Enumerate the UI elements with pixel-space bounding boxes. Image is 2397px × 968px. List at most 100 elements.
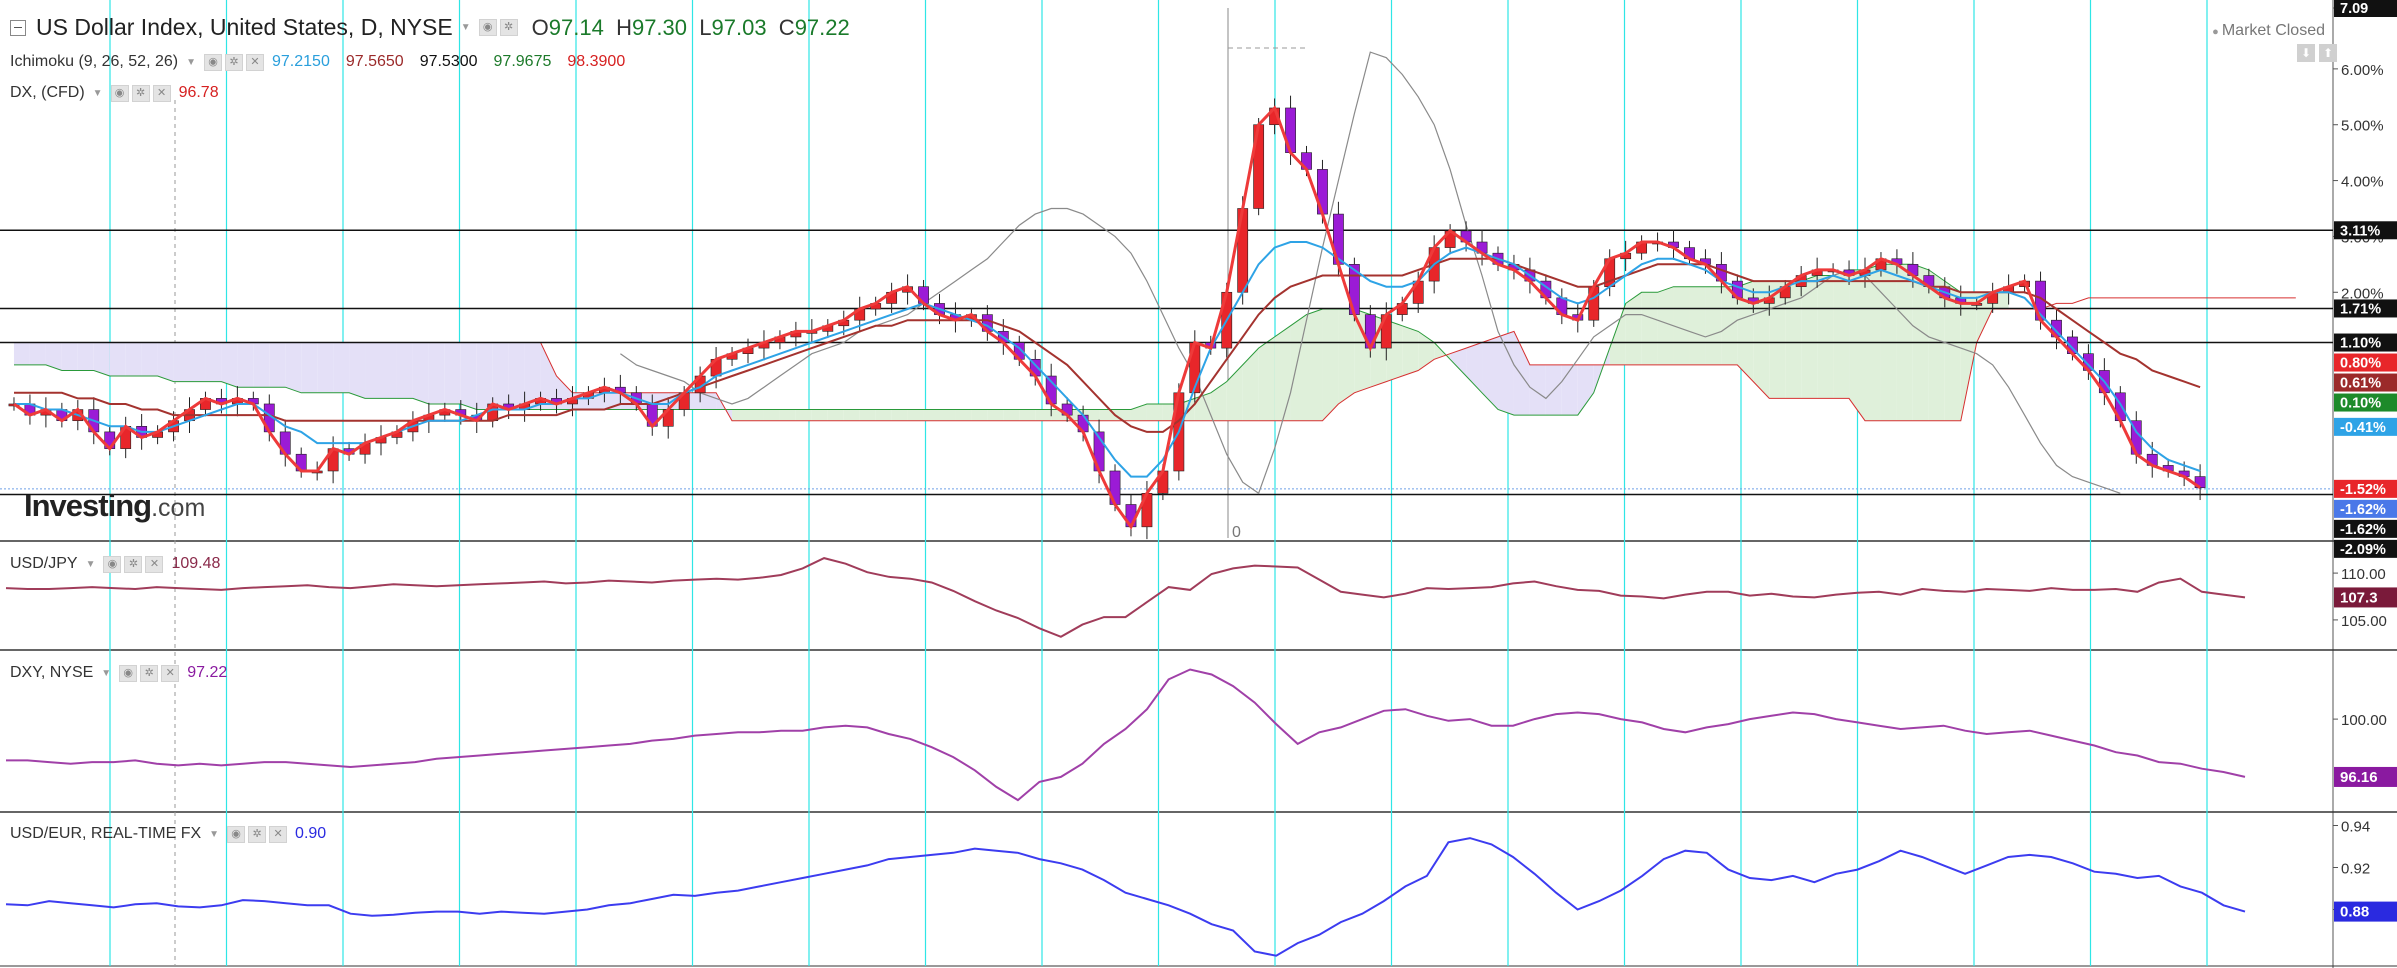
market-status: Market Closed — [2212, 22, 2325, 40]
collapse-icon[interactable] — [10, 19, 26, 36]
scroll-up-icon[interactable]: ⬆ — [2319, 44, 2337, 62]
price-scale-label-bg — [2334, 0, 2397, 17]
ichimoku-cloud-segment — [732, 409, 749, 421]
close-icon[interactable]: ✕ — [152, 84, 171, 102]
usdjpy-line — [5, 557, 2246, 638]
ichimoku-cloud-segment — [1657, 286, 1674, 365]
investing-logo: Investing.com — [24, 488, 205, 524]
symbol-title[interactable]: US Dollar Index, United States, D, NYSE — [36, 14, 453, 40]
ichimoku-cloud-segment — [109, 342, 126, 377]
usdeur-scale-label-text: 0.88 — [2340, 904, 2369, 921]
price-scale-label: -1.62% — [2334, 499, 2397, 518]
usdjpy-label[interactable]: USD/JPY — [10, 555, 78, 572]
ichimoku-cloud-segment — [1561, 364, 1578, 416]
ichimoku-cloud-segment — [1418, 331, 1435, 371]
chevron-down-icon[interactable]: ▼ — [85, 558, 96, 570]
ichimoku-cloud-segment — [157, 342, 174, 382]
ichimoku-cloud-segment — [1130, 403, 1147, 421]
price-scale-label: -0.41% — [2334, 417, 2397, 436]
ichimoku-cloud-segment — [1019, 409, 1036, 421]
ichimoku-cloud-segment — [1785, 281, 1802, 399]
price-scale-label: 0.61% — [2334, 373, 2397, 392]
gear-icon[interactable]: ✲ — [124, 555, 143, 573]
ichimoku-cloud-segment — [1529, 364, 1546, 416]
price-tick-label: 4.00% — [2341, 174, 2384, 191]
chevron-down-icon[interactable]: ▼ — [209, 828, 220, 840]
ichimoku-values: 97.2150 97.5650 97.5300 97.9675 98.3900 — [272, 53, 625, 71]
ichimoku-cloud-segment — [77, 342, 94, 371]
close-icon[interactable]: ✕ — [246, 53, 264, 71]
scroll-down-icon[interactable]: ⬇ — [2297, 44, 2315, 62]
ichimoku-cloud-segment — [524, 342, 541, 410]
close-icon[interactable]: ✕ — [161, 664, 180, 682]
price-tick-label: 2.00% — [2341, 285, 2384, 302]
ichimoku-cloud-segment — [269, 342, 286, 388]
ichimoku-cloud-segment — [301, 342, 318, 393]
pane-controls: ⬇ ⬆ — [2297, 44, 2337, 62]
ichimoku-cloud-segment — [923, 409, 940, 421]
ichimoku-cloud-segment — [173, 342, 190, 382]
ichimoku-label[interactable]: Ichimoku (9, 26, 52, 26) — [10, 53, 179, 70]
gear-icon[interactable]: ✲ — [131, 84, 150, 102]
price-scale-label-text: -1.62% — [2340, 522, 2386, 538]
ichimoku-cloud-segment — [1146, 403, 1163, 421]
ichimoku-cloud-segment — [317, 342, 334, 393]
ichimoku-cloud-segment — [859, 409, 876, 421]
price-scale-label-bg — [2334, 479, 2397, 498]
ichimoku-cloud-segment — [1290, 314, 1307, 421]
eye-icon[interactable]: ◉ — [204, 53, 222, 71]
ichimoku-cloud-segment — [1035, 409, 1052, 421]
close-icon[interactable]: ✕ — [269, 825, 288, 843]
logo-text: Investing — [24, 488, 152, 523]
indicator-tools: ◉ ✲ ✕ — [204, 53, 264, 71]
ichimoku-cloud-segment — [237, 342, 254, 388]
dx-value: 96.78 — [178, 84, 219, 101]
ichimoku-cloud-segment — [1673, 286, 1690, 365]
ichimoku-cloud-segment — [1482, 336, 1498, 410]
price-scale-label-bg — [2334, 417, 2397, 436]
chevron-down-icon[interactable]: ▼ — [101, 667, 112, 679]
ichimoku-legend: Ichimoku (9, 26, 52, 26) ▼ ◉ ✲ ✕ 97.2150… — [10, 53, 625, 71]
chevron-down-icon[interactable]: ▼ — [186, 56, 196, 68]
eye-icon[interactable]: ◉ — [103, 555, 122, 573]
close-icon[interactable]: ✕ — [145, 555, 164, 573]
ichimoku-cloud-segment — [1817, 275, 1834, 399]
price-scale-label-bg — [2334, 373, 2397, 392]
ichimoku-value-2: 97.5300 — [419, 53, 478, 70]
eye-icon[interactable]: ◉ — [478, 19, 497, 36]
ichimoku-cloud-segment — [333, 342, 350, 393]
usdeur-tick-label: 0.94 — [2341, 819, 2370, 836]
gear-icon[interactable]: ✲ — [225, 53, 243, 71]
usdjpy-tick-label: 105.00 — [2341, 613, 2387, 630]
gear-icon[interactable]: ✲ — [499, 19, 518, 36]
ichimoku-cloud-segment — [1689, 286, 1706, 365]
logo-suffix: .com — [151, 494, 206, 522]
usdjpy-value: 109.48 — [171, 555, 221, 572]
chevron-down-icon[interactable]: ▼ — [460, 22, 471, 33]
ichimoku-cloud-segment — [1737, 281, 1754, 382]
usdeur-scale-label-bg — [2334, 901, 2397, 922]
ichimoku-cloud-segment — [811, 409, 828, 421]
price-scale-label-text: -1.62% — [2340, 502, 2386, 518]
eye-icon[interactable]: ◉ — [227, 825, 246, 843]
dx-label[interactable]: DX, (CFD) — [10, 84, 85, 101]
kijun-sen-line — [14, 257, 2201, 433]
ichimoku-cloud-segment — [827, 409, 844, 421]
price-scale-label: 1.71% — [2334, 299, 2397, 318]
ichimoku-cloud-segment — [1577, 364, 1594, 416]
ichimoku-value-1: 97.5650 — [345, 53, 404, 70]
chevron-down-icon[interactable]: ▼ — [92, 87, 103, 99]
ichimoku-cloud-segment — [412, 342, 429, 404]
eye-icon[interactable]: ◉ — [119, 664, 138, 682]
time-marker-label: 0 — [1232, 524, 1241, 541]
eye-icon[interactable]: ◉ — [110, 84, 129, 102]
usdeur-label[interactable]: USD/EUR, REAL-TIME FX — [10, 825, 202, 842]
ichimoku-cloud-segment — [1801, 275, 1818, 399]
gear-icon[interactable]: ✲ — [140, 664, 159, 682]
price-scale-label-bg — [2334, 333, 2397, 352]
ichimoku-value-0: 97.2150 — [272, 53, 330, 70]
gear-icon[interactable]: ✲ — [248, 825, 267, 843]
dxy-label[interactable]: DXY, NYSE — [10, 664, 94, 681]
